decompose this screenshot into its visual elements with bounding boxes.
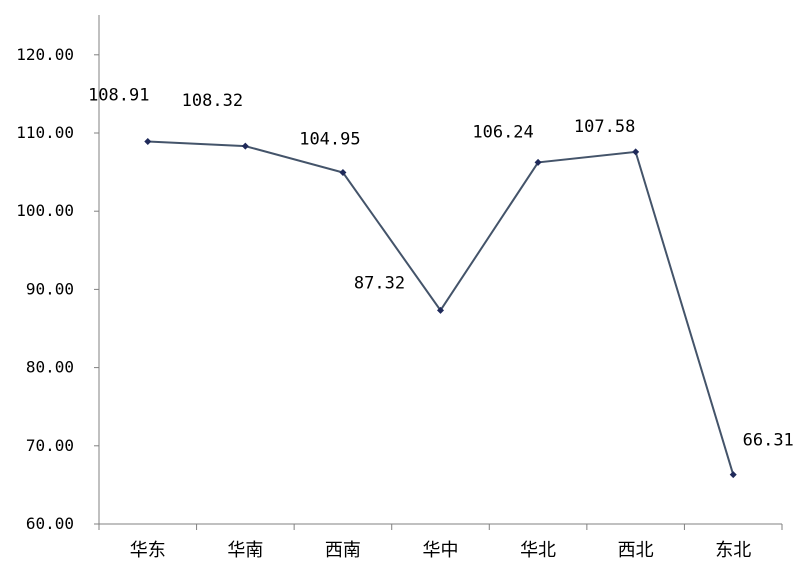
y-tick-label: 70.00 — [26, 436, 74, 455]
data-point — [339, 168, 347, 176]
x-tick-label: 西北 — [618, 540, 654, 561]
y-tick-label: 100.00 — [16, 201, 74, 220]
data-label: 108.32 — [182, 91, 243, 111]
x-tick-label: 东北 — [715, 540, 751, 561]
data-point — [241, 142, 249, 150]
data-label: 106.24 — [472, 122, 533, 142]
data-label: 104.95 — [299, 129, 360, 149]
data-label: 107.58 — [574, 117, 635, 137]
x-tick-label: 西南 — [325, 540, 361, 561]
x-axis-ticks: 华东 华南 西南 华中 华北 西北 东北 — [98, 524, 783, 561]
data-point — [437, 306, 444, 314]
data-point — [144, 138, 152, 146]
y-tick-label: 90.00 — [26, 279, 74, 298]
y-axis: 60.00 70.00 80.00 90.00 100.00 110.00 120.00 — [16, 15, 100, 533]
data-label: 66.31 — [743, 431, 794, 451]
y-axis-ticks: 60.00 70.00 80.00 90.00 100.00 110.00 120.00 — [16, 45, 99, 533]
x-tick-label: 华北 — [520, 540, 556, 561]
y-tick-label: 80.00 — [26, 358, 74, 377]
data-label: 108.91 — [88, 86, 149, 106]
data-labels: 108.91 108.32 104.95 87.32 106.24 107.58 66.31 — [88, 86, 794, 451]
series — [144, 138, 737, 479]
data-point — [729, 471, 737, 479]
x-tick-label: 华南 — [227, 540, 263, 561]
x-axis: 华东 华南 西南 华中 华北 西北 东北 — [98, 523, 783, 561]
y-tick-label: 60.00 — [26, 514, 74, 533]
data-label: 87.32 — [354, 273, 405, 293]
x-tick-label: 华东 — [130, 540, 166, 561]
x-tick-label: 华中 — [423, 540, 459, 561]
y-tick-label: 110.00 — [16, 123, 74, 142]
data-point — [632, 148, 640, 156]
data-point — [534, 158, 542, 166]
y-tick-label: 120.00 — [16, 45, 74, 64]
